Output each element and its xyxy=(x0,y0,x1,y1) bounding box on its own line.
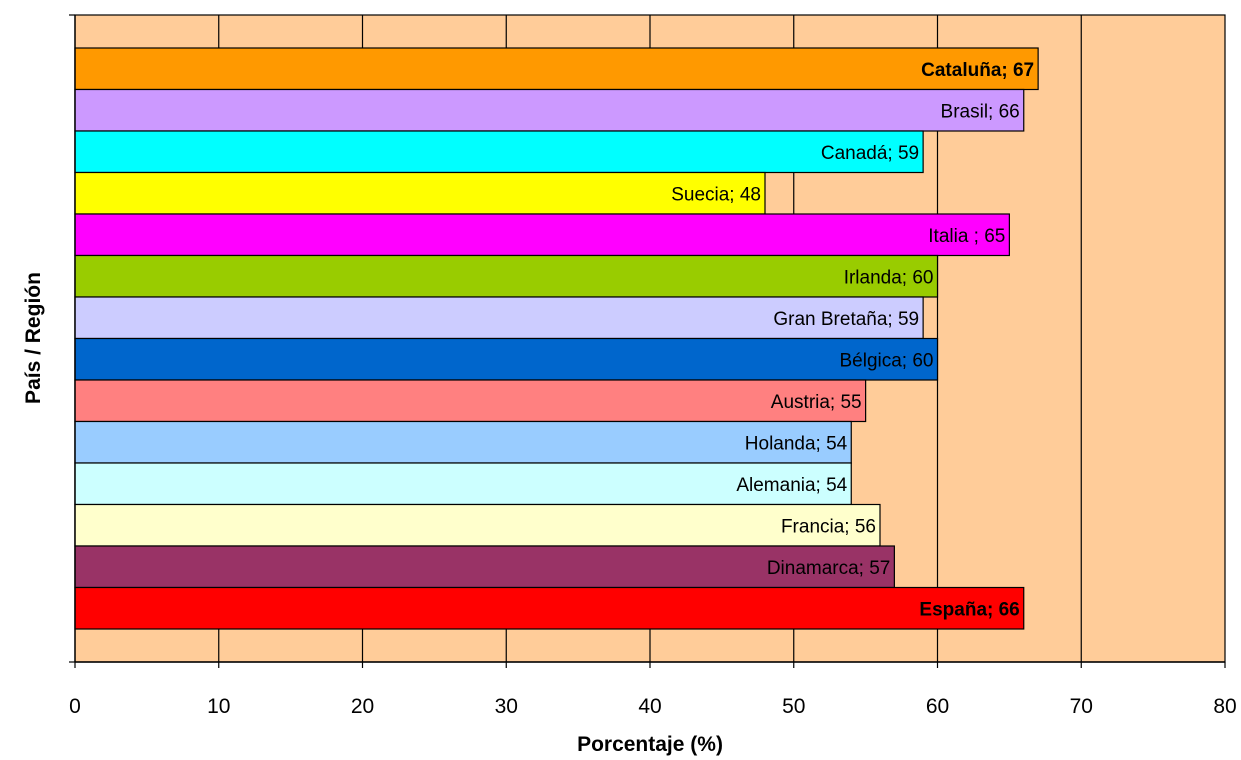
bar xyxy=(74,337,939,381)
bar-data-label: Suecia; 48 xyxy=(671,184,761,205)
x-tick-label: 10 xyxy=(207,695,230,718)
bar-data-label: Italia ; 65 xyxy=(928,226,1005,247)
bar-data-label: Bélgica; 60 xyxy=(839,350,933,371)
bar-data-label: Holanda; 54 xyxy=(745,433,848,454)
bar xyxy=(74,420,852,464)
bar xyxy=(74,462,852,506)
bar xyxy=(74,254,939,298)
x-tick-labels: 0 10 20 30 40 50 60 70 80 xyxy=(69,695,1237,718)
bar xyxy=(74,88,1025,132)
bars: Cataluña; 67 Brasil; 66 Canadá; 59 Suecia; … xyxy=(74,47,1039,630)
bar-data-label: Gran Bretaña; 59 xyxy=(773,309,919,330)
bar-data-label: España; 66 xyxy=(919,599,1019,620)
bar-data-label: Alemania; 54 xyxy=(736,475,847,496)
bar xyxy=(74,213,1010,257)
x-tick-label: 0 xyxy=(69,695,81,718)
bar-data-label: Francia; 56 xyxy=(781,516,876,537)
y-axis-title: País / Región xyxy=(22,272,45,404)
bar xyxy=(74,171,766,215)
bar-data-label: Dinamarca; 57 xyxy=(767,558,891,579)
x-tick-label: 70 xyxy=(1070,695,1093,718)
bar xyxy=(74,379,867,423)
bar xyxy=(74,586,1025,630)
bar-data-label: Brasil; 66 xyxy=(941,101,1020,122)
bar xyxy=(74,503,881,547)
bar xyxy=(74,47,1039,91)
bar-data-label: Irlanda; 60 xyxy=(844,267,934,288)
x-tick-label: 20 xyxy=(351,695,374,718)
x-tick-label: 60 xyxy=(926,695,949,718)
bar xyxy=(74,130,924,174)
x-axis-title: Porcentaje (%) xyxy=(577,733,723,756)
x-tick-label: 30 xyxy=(495,695,518,718)
axes xyxy=(69,14,1226,668)
bar-data-label: Cataluña; 67 xyxy=(921,60,1034,81)
x-tick-label: 80 xyxy=(1213,695,1236,718)
bar-data-label: Austria; 55 xyxy=(771,392,862,413)
bar-data-label: Canadá; 59 xyxy=(821,143,919,164)
x-tick-label: 40 xyxy=(638,695,661,718)
x-tick-label: 50 xyxy=(782,695,805,718)
